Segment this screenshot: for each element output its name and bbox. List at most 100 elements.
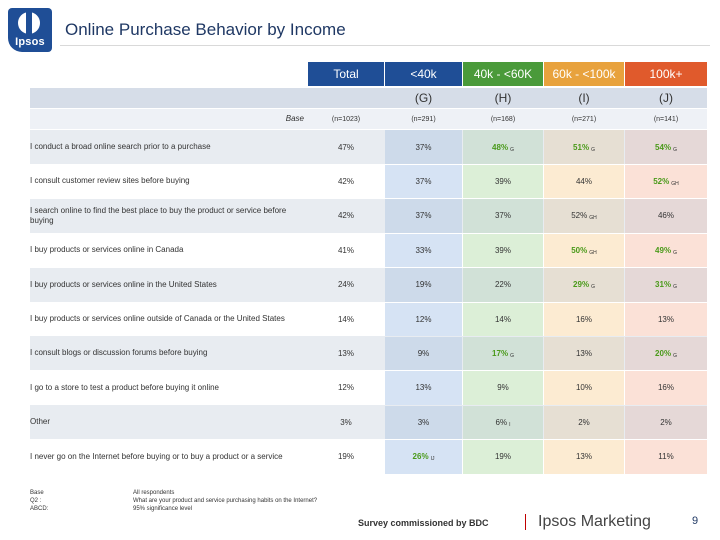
table-cell: 9%: [463, 371, 543, 405]
footnote-label-abcd: ABCD:: [30, 506, 49, 512]
cell-value: 37%: [415, 142, 432, 152]
table-cell: 44%: [544, 164, 624, 198]
table-cell: 20% G: [625, 336, 707, 370]
cell-value: 37%: [494, 211, 511, 221]
significance-tag: GH: [589, 215, 597, 222]
base-60k-100k: (n=271): [571, 115, 597, 123]
cell-value: 51%: [573, 142, 590, 152]
header-40k-60k: 40k - <60K: [463, 62, 543, 86]
table-row: I never go on the Internet before buying…: [30, 440, 707, 475]
cell-value: 52%: [571, 211, 588, 221]
cell-value: 31%: [655, 280, 672, 290]
cell-value: 11%: [658, 452, 674, 462]
cell-value: 22%: [494, 280, 511, 290]
row-label: I conduct a broad online search prior to…: [30, 142, 211, 151]
letter-j: (J): [659, 91, 673, 105]
letter-i: (I): [578, 91, 590, 105]
base-under-40k: (n=291): [411, 115, 436, 123]
table-cell: 52% GH: [544, 199, 624, 233]
row-label: I buy products or services online in the…: [30, 279, 217, 289]
ipsos-marketing-brand: Ipsos Marketing: [538, 513, 651, 530]
base-100k-plus: (n=141): [653, 115, 679, 123]
table-cell: 26% IJ: [385, 440, 462, 474]
cell-value: 3%: [417, 417, 430, 427]
table-cell: 52% GH: [625, 164, 707, 198]
cell-value: 19%: [494, 452, 511, 462]
cell-value: 37%: [415, 211, 432, 221]
table-cell: 6% I: [463, 405, 543, 439]
base-total: (n=1023): [331, 115, 361, 123]
row-label: I buy products or services online in Can…: [30, 245, 184, 255]
table-cell: 19%: [385, 268, 462, 302]
table-cell: 42%: [308, 199, 384, 233]
row-label: Other: [30, 417, 51, 427]
significance-tag: G: [673, 249, 677, 256]
row-label: I never go on the Internet before buying…: [30, 451, 283, 461]
cell-value: 44%: [575, 176, 592, 186]
table-cell: 13%: [625, 302, 707, 336]
base-40k-60k: (n=168): [490, 115, 516, 123]
table-cell: 11%: [625, 440, 707, 474]
survey-commissioned-text: Survey commissioned by BDC: [358, 518, 489, 528]
table-cell: 41%: [308, 233, 384, 267]
table-cell: 12%: [308, 371, 384, 405]
cell-value: 42%: [337, 176, 354, 186]
table-cell: 47%: [308, 130, 384, 164]
table-cell: 39%: [463, 164, 543, 198]
table-cell: 54% G: [625, 130, 707, 164]
table-row: I search online to find the best place t…: [30, 198, 707, 234]
cell-value: 49%: [655, 245, 672, 255]
logo-text: Ipsos: [15, 36, 45, 48]
table-cell: 37%: [385, 199, 462, 233]
cell-value: 14%: [494, 314, 511, 324]
cell-value: 19%: [415, 280, 432, 290]
table-cell: 14%: [463, 302, 543, 336]
table-cell: 12%: [385, 302, 462, 336]
page-number: 9: [692, 515, 699, 527]
cell-value: 37%: [415, 176, 432, 186]
table-cell: 37%: [463, 199, 543, 233]
footnote-value-abcd: 95% significance level: [133, 506, 193, 512]
table-cell: 48% G: [463, 130, 543, 164]
header-100k-plus: 100k+: [625, 62, 707, 86]
table-row: I buy products or services online in Can…: [30, 233, 707, 269]
cell-value: 2%: [660, 417, 672, 427]
table-cell: 19%: [308, 440, 384, 474]
table-cell: 39%: [463, 233, 543, 267]
base-row-bar: [30, 109, 707, 129]
cell-value: 39%: [494, 245, 511, 255]
table-cell: 2%: [625, 405, 707, 439]
header-60k-100k: 60k - <100k: [544, 62, 624, 86]
letter-h: (H): [494, 91, 512, 105]
row-label: I buy products or services online outsid…: [30, 314, 285, 323]
cell-value: 24%: [337, 280, 354, 290]
table-cell: 49% G: [625, 233, 707, 267]
table-cell: 3%: [308, 405, 384, 439]
cell-value: 10%: [575, 383, 592, 393]
letter-row-bar: [30, 88, 707, 108]
table-cell: 22%: [463, 268, 543, 302]
cell-value: 50%: [571, 245, 588, 255]
cell-value: 2%: [578, 417, 590, 427]
table-row: I consult customer review sites before b…: [30, 164, 707, 200]
cell-value: 54%: [655, 142, 672, 152]
table-row: I consult blogs or discussion forums bef…: [30, 336, 707, 372]
table-cell: 33%: [385, 233, 462, 267]
table-row: I buy products or services online in the…: [30, 267, 707, 303]
cell-value: 9%: [417, 348, 430, 358]
footnote-value-base: All respondents: [133, 490, 175, 496]
header-under-40k: <40k: [385, 62, 462, 86]
table-cell: 37%: [385, 164, 462, 198]
significance-tag: G: [673, 284, 677, 291]
footer-separator: [525, 514, 526, 530]
table-cell: 51% G: [544, 130, 624, 164]
cell-value: 17%: [492, 348, 509, 358]
base-label: Base: [285, 114, 304, 123]
significance-tag: I: [509, 421, 511, 428]
title-divider: [60, 45, 710, 46]
cell-value: 12%: [415, 314, 432, 324]
table-cell: 50% GH: [544, 233, 624, 267]
table-row: I buy products or services online outsid…: [30, 302, 707, 337]
row-label: I consult customer review sites before b…: [30, 176, 190, 186]
table-cell: 13%: [385, 371, 462, 405]
